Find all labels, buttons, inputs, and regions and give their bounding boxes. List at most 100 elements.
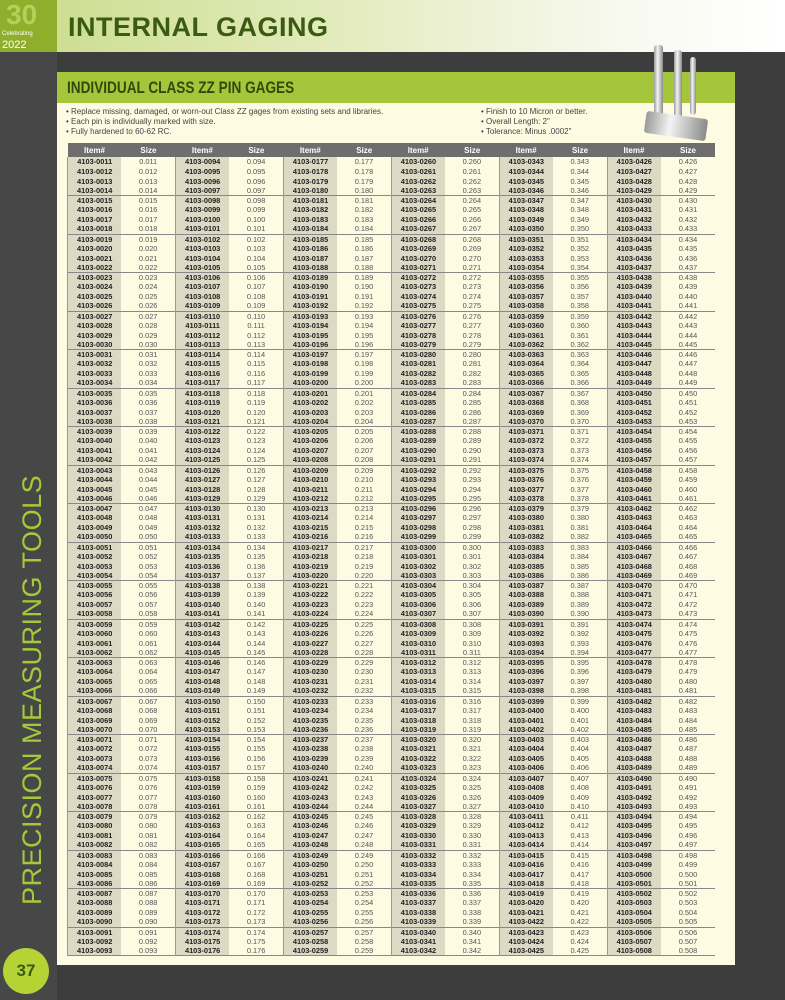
size-cell: 0.453 [678,416,698,426]
item-number-cell: 4103-0106 [174,272,230,283]
size-cell: 0.270 [462,253,482,263]
size-cell: 0.503 [678,898,698,908]
item-number-cell: 4103-0403 [498,734,554,745]
item-number-cell: 4103-0505 [606,917,661,927]
size-cell: 0.120 [246,407,266,417]
size-cell: 0.073 [138,754,158,764]
table-row: 4103-0044 0.044 4103-0127 0.127 4103-0210 0.2… [67,474,716,485]
item-number-cell: 4103-0052 [67,551,122,562]
table-row: 4103-0014 0.014 4103-0097 0.097 4103-0180 0.1… [67,185,716,196]
size-cell: 0.180 [354,185,374,195]
size-cell: 0.169 [246,878,266,888]
feature-item: Finish to 10 Micron or better. [481,107,587,117]
size-cell: 0.488 [678,754,698,764]
item-number-cell: 4103-0029 [67,330,122,340]
table-row: 4103-0018 0.018 4103-0101 0.101 4103-0184 0.1… [67,224,716,234]
size-cell: 0.054 [138,570,158,580]
size-cell: 0.049 [138,523,158,533]
item-number-cell: 4103-0475 [606,628,661,639]
size-cell: 0.048 [138,513,158,523]
item-number-cell: 4103-0279 [390,339,446,350]
item-number-cell: 4103-0456 [606,445,661,456]
size-cell: 0.146 [229,657,284,668]
size-cell: 0.191 [354,292,374,302]
size-cell: 0.215 [354,523,374,533]
table-row: 4103-0075 0.075 4103-0158 0.158 4103-0241 0.2… [67,772,715,783]
item-number-cell: 4103-0385 [498,561,554,571]
item-number-cell: 4103-0067 [67,695,122,706]
item-number-cell: 4103-0464 [606,522,661,533]
item-number-cell: 4103-0159 [174,782,230,793]
size-cell: 0.393 [570,638,590,648]
item-number-cell: 4103-0242 [282,782,338,793]
table-row: 4103-0080 0.080 4103-0163 0.163 4103-0246 0.2… [67,821,716,831]
size-cell: 0.297 [462,513,482,523]
size-cell: 0.290 [462,446,482,456]
size-cell: 0.110 [229,310,284,321]
size-cell: 0.034 [138,378,158,388]
item-number-cell: 4103-0397 [498,676,554,687]
size-cell: 0.486 [660,734,715,745]
item-number-cell: 4103-0265 [390,205,446,215]
item-number-cell: 4103-0261 [390,166,446,177]
size-cell: 0.206 [354,436,374,446]
item-number-cell: 4103-0495 [606,821,661,831]
size-cell: 0.042 [138,455,158,465]
item-number-cell: 4103-0181 [282,195,338,206]
item-number-cell: 4103-0037 [67,407,122,417]
size-cell: 0.475 [678,628,698,638]
item-number-cell: 4103-0494 [606,811,661,822]
item-number-cell: 4103-0256 [282,917,338,927]
size-cell: 0.302 [462,561,482,571]
item-number-cell: 4103-0318 [390,715,446,725]
item-number-cell: 4103-0387 [498,580,554,591]
item-number-cell: 4103-0283 [390,378,446,388]
item-number-cell: 4103-0252 [282,878,338,889]
item-number-cell: 4103-0369 [498,407,554,417]
table-row: 4103-0042 0.042 4103-0125 0.125 4103-0208 0.2… [67,455,716,465]
item-number-cell: 4103-0497 [606,840,661,850]
size-cell: 0.347 [553,195,608,206]
item-number-cell: 4103-0174 [174,926,230,937]
item-number-cell: 4103-0122 [174,426,230,437]
item-number-cell: 4103-0268 [390,233,446,244]
item-number-cell: 4103-0222 [282,590,338,600]
table-row: 4103-0078 0.078 4103-0161 0.161 4103-0244 0.2… [67,801,716,812]
item-number-cell: 4103-0093 [67,946,122,956]
size-cell: 0.423 [553,926,608,937]
size-cell: 0.362 [570,339,590,349]
item-number-cell: 4103-0298 [390,522,446,533]
size-cell: 0.084 [138,859,158,869]
anniversary-logo: 30 Celebrating 2022 [0,0,57,52]
item-number-cell: 4103-0267 [390,224,446,234]
size-cell: 0.415 [553,849,608,860]
size-cell: 0.278 [462,330,482,340]
size-cell: 0.443 [678,320,698,330]
item-number-cell: 4103-0363 [498,349,554,360]
size-cell: 0.338 [462,908,482,918]
item-number-cell: 4103-0480 [606,676,661,687]
item-number-cell: 4103-0442 [606,310,661,321]
table-row: 4103-0049 0.049 4103-0132 0.132 4103-0215 0.2… [67,522,716,533]
item-number-cell: 4103-0434 [606,233,661,244]
item-number-cell: 4103-0241 [282,772,338,783]
size-cell: 0.109 [246,301,266,311]
item-number-cell: 4103-0103 [174,243,230,254]
item-number-cell: 4103-0339 [390,917,446,927]
item-number-cell: 4103-0097 [174,185,230,196]
item-number-cell: 4103-0121 [174,416,230,427]
size-cell: 0.416 [570,859,590,869]
item-number-cell: 4103-0253 [282,888,338,899]
page-header: 30 Celebrating 2022 INTERNAL GAGING [0,0,785,52]
item-number-cell: 4103-0031 [67,349,122,360]
item-number-cell: 4103-0438 [606,272,661,283]
table-row: 4103-0024 0.024 4103-0107 0.107 4103-0190 0.1… [67,282,716,292]
item-number-cell: 4103-0151 [174,705,230,716]
item-number-cell: 4103-0088 [67,898,122,908]
size-cell: 0.499 [678,859,698,869]
size-cell: 0.458 [660,464,715,475]
item-number-cell: 4103-0226 [282,628,338,639]
size-cell: 0.057 [138,600,158,610]
item-number-cell: 4103-0501 [606,878,661,889]
size-cell: 0.016 [138,205,158,215]
